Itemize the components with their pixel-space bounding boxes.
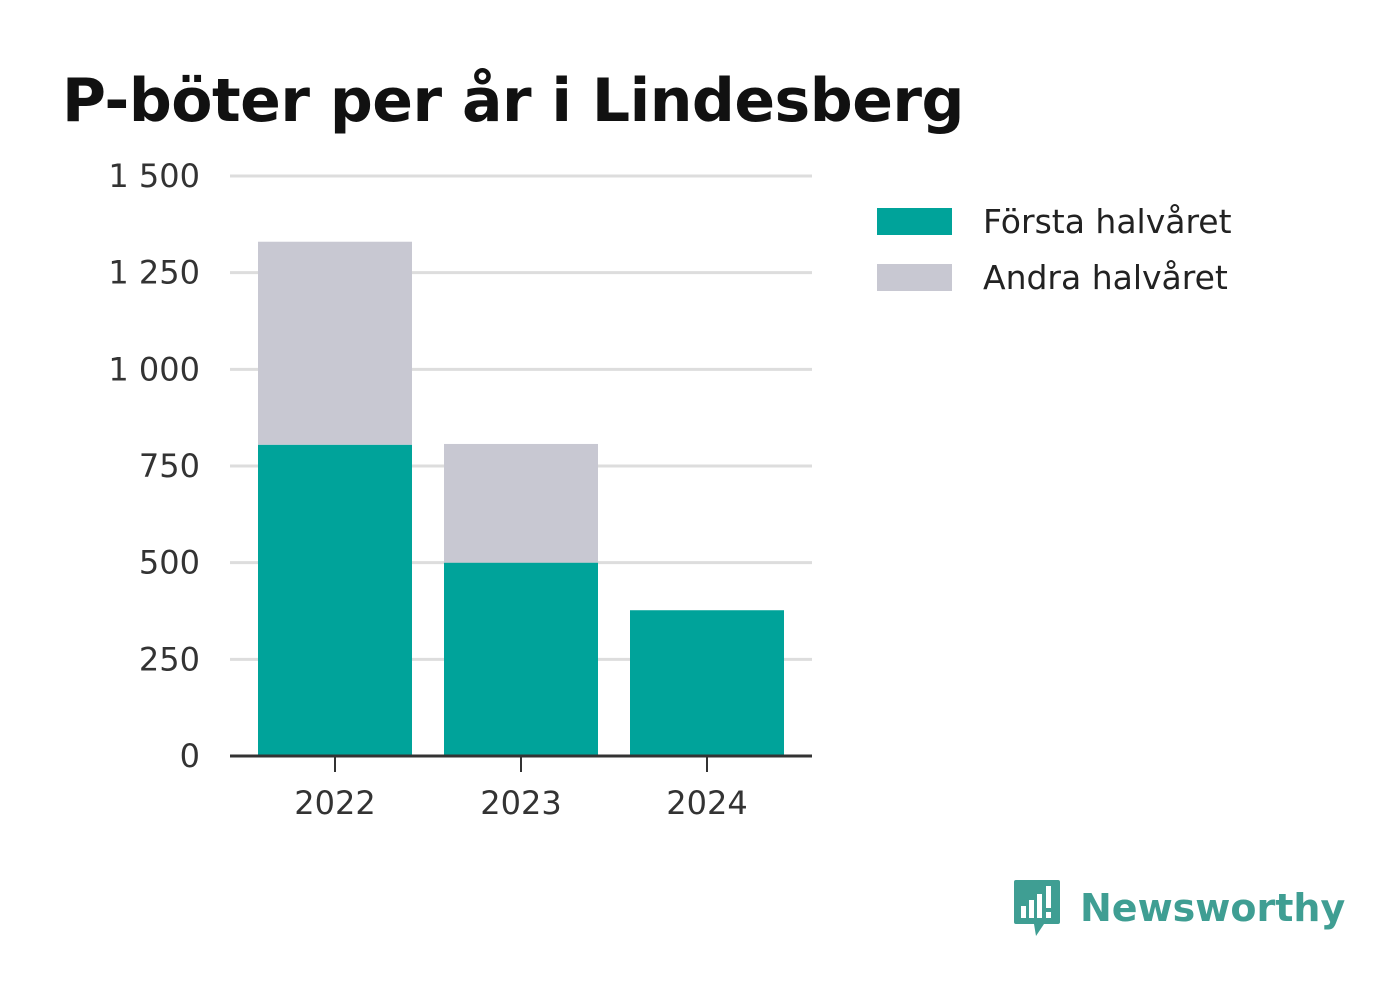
bar-2023-series-1 <box>444 443 598 563</box>
bar-2024-series-0 <box>630 610 784 756</box>
y-tick-label: 250 <box>139 640 200 678</box>
legend: Första halvåret Andra halvåret <box>877 202 1232 297</box>
brand-name: Newsworthy <box>1080 886 1346 930</box>
axes: 0 250 500 750 1 000 1 250 1 500 2022 2023 2024 <box>108 157 812 822</box>
x-tick-label: 2024 <box>666 784 747 822</box>
y-tick-label: 0 <box>180 737 200 775</box>
bar-2023-series-0 <box>444 562 598 756</box>
y-tick-label: 1 500 <box>108 157 200 195</box>
x-tick-label: 2022 <box>294 784 375 822</box>
y-tick-label: 1 000 <box>108 350 200 388</box>
legend-swatch <box>877 264 952 291</box>
x-tick-label: 2023 <box>480 784 561 822</box>
legend-label: Första halvåret <box>983 202 1232 241</box>
bar-2022-series-0 <box>258 444 412 756</box>
y-tick-label: 750 <box>139 447 200 485</box>
legend-swatch <box>877 208 952 235</box>
legend-label: Andra halvåret <box>983 258 1228 297</box>
chart-title: P-böter per år i Lindesberg <box>62 66 964 136</box>
bar-2022-series-1 <box>258 241 412 445</box>
y-tick-label: 500 <box>139 544 200 582</box>
bar-chart-speech-bubble-icon <box>1014 880 1060 936</box>
bars <box>258 241 784 756</box>
y-tick-label: 1 250 <box>108 254 200 292</box>
brand-logo: Newsworthy <box>1012 878 1345 938</box>
